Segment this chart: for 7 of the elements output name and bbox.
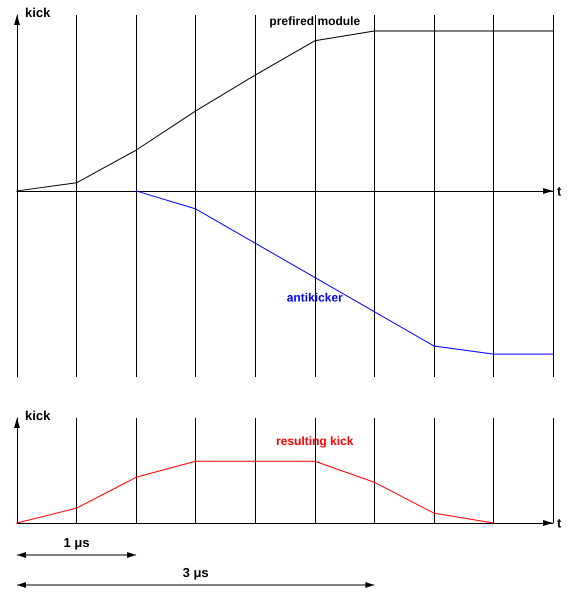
- y-axis-title: kick: [25, 5, 52, 20]
- text: 3 μs: [182, 565, 209, 580]
- text: 1 μs: [64, 535, 90, 550]
- x-axis-title: t: [557, 516, 562, 530]
- series-label: prefired module: [269, 14, 360, 28]
- x-axis-title: t: [557, 183, 562, 198]
- y-axis-title: kick: [25, 408, 52, 423]
